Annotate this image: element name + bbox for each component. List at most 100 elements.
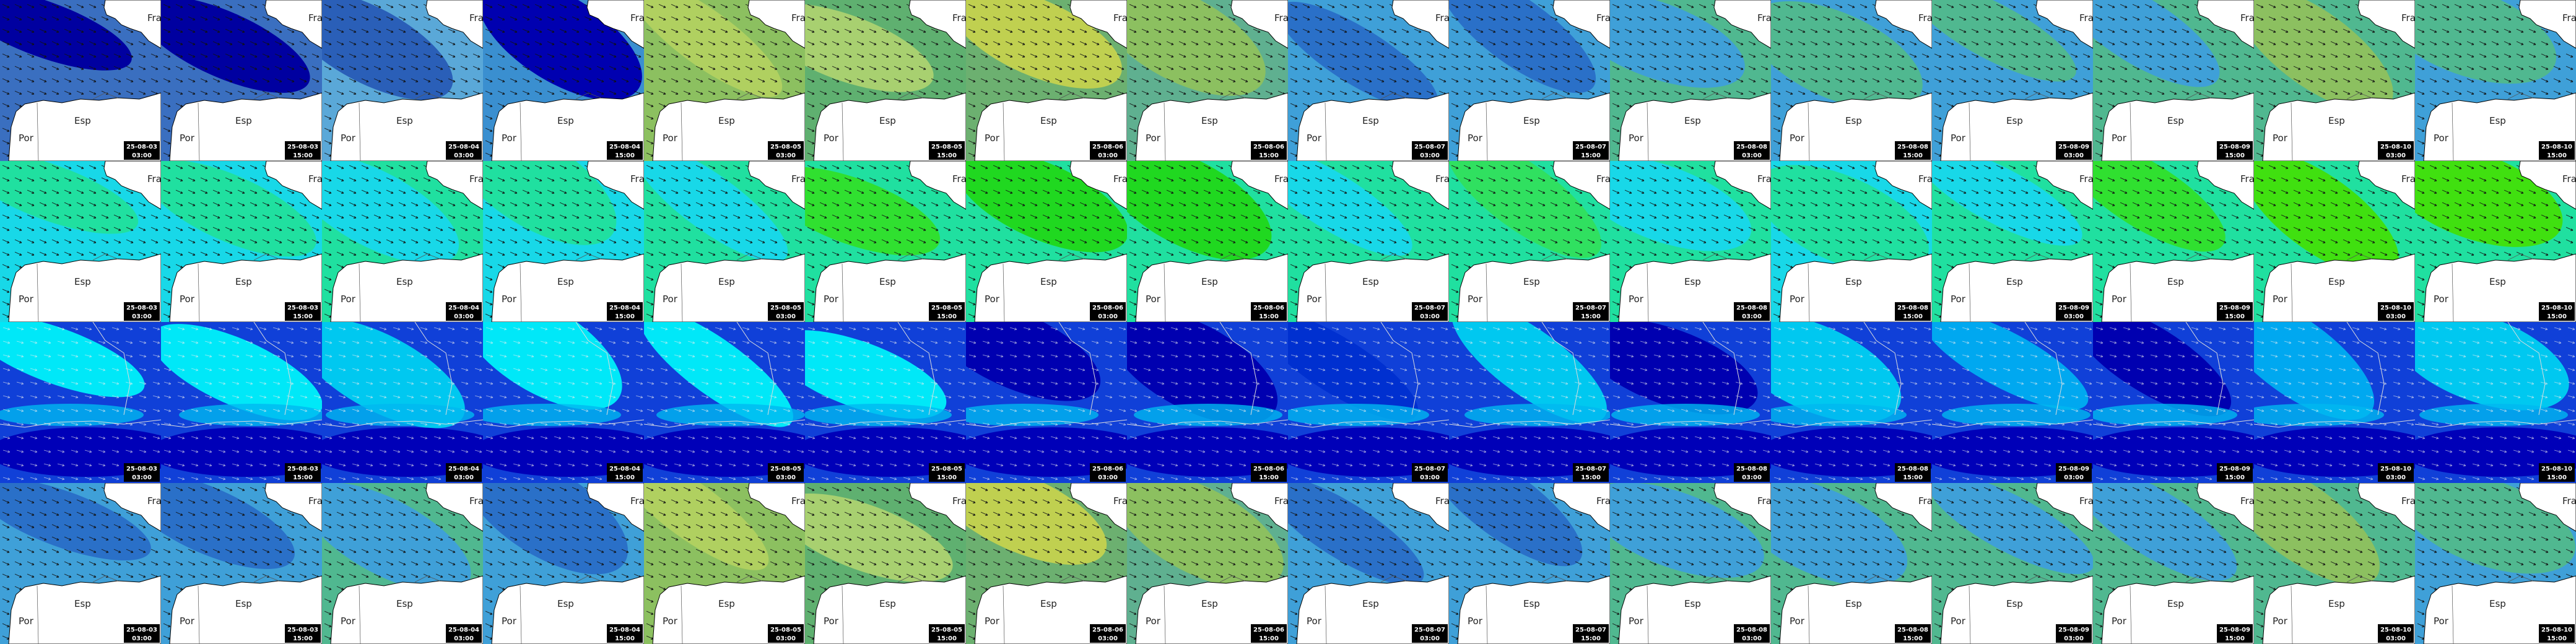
timestamp-time: 15:00 xyxy=(1581,313,1601,320)
country-label: Por xyxy=(1629,294,1644,305)
country-label: Fra xyxy=(308,12,323,24)
land xyxy=(974,92,1127,161)
timestamp-date: 25-08-05 xyxy=(770,466,801,472)
land xyxy=(1069,483,1127,532)
timestamp-box xyxy=(1734,624,1770,643)
timestamp-date: 25-08-04 xyxy=(609,144,640,150)
land xyxy=(169,253,322,322)
map-tile: Fra Esp Por 25-08-10 15:00 xyxy=(2415,161,2576,322)
timestamp-date: 25-08-10 xyxy=(2541,627,2572,633)
map-tile: Fra Esp Por 25-08-10 15:00 xyxy=(2415,483,2576,644)
border xyxy=(37,253,118,322)
timestamp-date: 25-08-10 xyxy=(2541,466,2572,472)
border xyxy=(2291,253,2372,322)
country-label: Fra xyxy=(1596,173,1611,185)
wind-vectors xyxy=(1771,322,1932,483)
country-label: Esp xyxy=(1684,598,1701,609)
map-tile: Fra Esp Por 25-08-04 03:00 xyxy=(322,161,484,322)
country-label: Esp xyxy=(718,115,735,126)
timestamp-box xyxy=(2056,141,2092,160)
country-label: Esp xyxy=(1201,276,1218,287)
timestamp-box xyxy=(124,624,160,643)
timestamp-box xyxy=(2056,463,2092,482)
country-label: Por xyxy=(502,133,517,144)
country-label: Fra xyxy=(791,12,806,24)
timestamp-box xyxy=(2378,302,2414,321)
country-label: Esp xyxy=(396,115,413,126)
map-tile: 25-08-07 15:00 xyxy=(1449,322,1610,483)
timestamp-date: 25-08-10 xyxy=(2380,305,2411,311)
country-label: Fra xyxy=(1918,12,1933,24)
timestamp-box xyxy=(2217,624,2253,643)
land xyxy=(1874,483,1932,532)
map-tile: Fra Esp Por 25-08-10 03:00 xyxy=(2254,483,2415,644)
timestamp-box xyxy=(929,463,965,482)
timestamp-date: 25-08-09 xyxy=(2219,144,2250,150)
country-label: Fra xyxy=(952,495,967,507)
country-label: Esp xyxy=(2489,115,2506,126)
timestamp-date: 25-08-10 xyxy=(2380,144,2411,150)
country-label: Fra xyxy=(1435,495,1450,507)
country-label: Esp xyxy=(718,598,735,609)
timestamp-date: 25-08-04 xyxy=(609,305,640,311)
wind-vectors xyxy=(0,322,161,483)
country-label: Fra xyxy=(2079,495,2094,507)
border xyxy=(359,253,440,322)
map-tile: 25-08-03 03:00 xyxy=(0,322,161,483)
country-label: Por xyxy=(824,294,839,305)
timestamp-box xyxy=(768,302,804,321)
map-tile: Fra Esp Por 25-08-03 03:00 xyxy=(0,483,161,644)
country-label: Fra xyxy=(1274,12,1289,24)
country-label: Esp xyxy=(2489,276,2506,287)
country-label: Por xyxy=(2112,616,2127,627)
land xyxy=(330,253,483,322)
border xyxy=(681,92,762,161)
timestamp-box xyxy=(1090,141,1126,160)
border xyxy=(681,575,762,644)
border xyxy=(842,92,923,161)
map-tile: Fra Esp Por 25-08-08 03:00 xyxy=(1610,483,1771,644)
timestamp-time: 03:00 xyxy=(454,152,474,159)
timestamp-box xyxy=(1573,302,1609,321)
border xyxy=(359,575,440,644)
country-label: Por xyxy=(663,294,678,305)
land xyxy=(908,483,966,532)
country-label: Fra xyxy=(469,12,484,24)
map-tile: Fra Esp Por 25-08-04 15:00 xyxy=(483,0,644,161)
country-label: Fra xyxy=(1435,12,1450,24)
wind-vectors xyxy=(483,322,644,483)
timestamp-box xyxy=(768,141,804,160)
wind-vectors xyxy=(1127,322,1288,483)
border xyxy=(1808,253,1889,322)
country-label: Fra xyxy=(1918,495,1933,507)
country-label: Fra xyxy=(2240,12,2255,24)
land xyxy=(2357,483,2415,532)
timestamp-date: 25-08-08 xyxy=(1897,627,1928,633)
land xyxy=(2035,483,2093,532)
country-label: Por xyxy=(2112,133,2127,144)
timestamp-time: 03:00 xyxy=(776,474,796,481)
timestamp-time: 15:00 xyxy=(1259,152,1279,159)
country-label: Por xyxy=(180,616,195,627)
timestamp-date: 25-08-03 xyxy=(287,305,318,311)
land xyxy=(2518,0,2576,49)
country-label: Fra xyxy=(2240,173,2255,185)
timestamp-box xyxy=(1734,302,1770,321)
country-label: Fra xyxy=(952,12,967,24)
country-label: Fra xyxy=(469,173,484,185)
timestamp-date: 25-08-03 xyxy=(126,144,157,150)
land xyxy=(8,92,161,161)
timestamp-date: 25-08-07 xyxy=(1414,466,1445,472)
timestamp-box xyxy=(1090,463,1126,482)
land xyxy=(2035,0,2093,49)
map-tile: Fra Esp Por 25-08-03 15:00 xyxy=(161,161,322,322)
timestamp-time: 03:00 xyxy=(1098,635,1118,642)
timestamp-date: 25-08-03 xyxy=(126,627,157,633)
map-tile: 25-08-04 15:00 xyxy=(483,322,644,483)
timestamp-box xyxy=(1412,624,1448,643)
border xyxy=(1647,253,1728,322)
country-label: Por xyxy=(1629,133,1644,144)
timestamp-time: 03:00 xyxy=(2064,313,2084,320)
timestamp-date: 25-08-05 xyxy=(931,305,962,311)
border xyxy=(1969,253,2050,322)
